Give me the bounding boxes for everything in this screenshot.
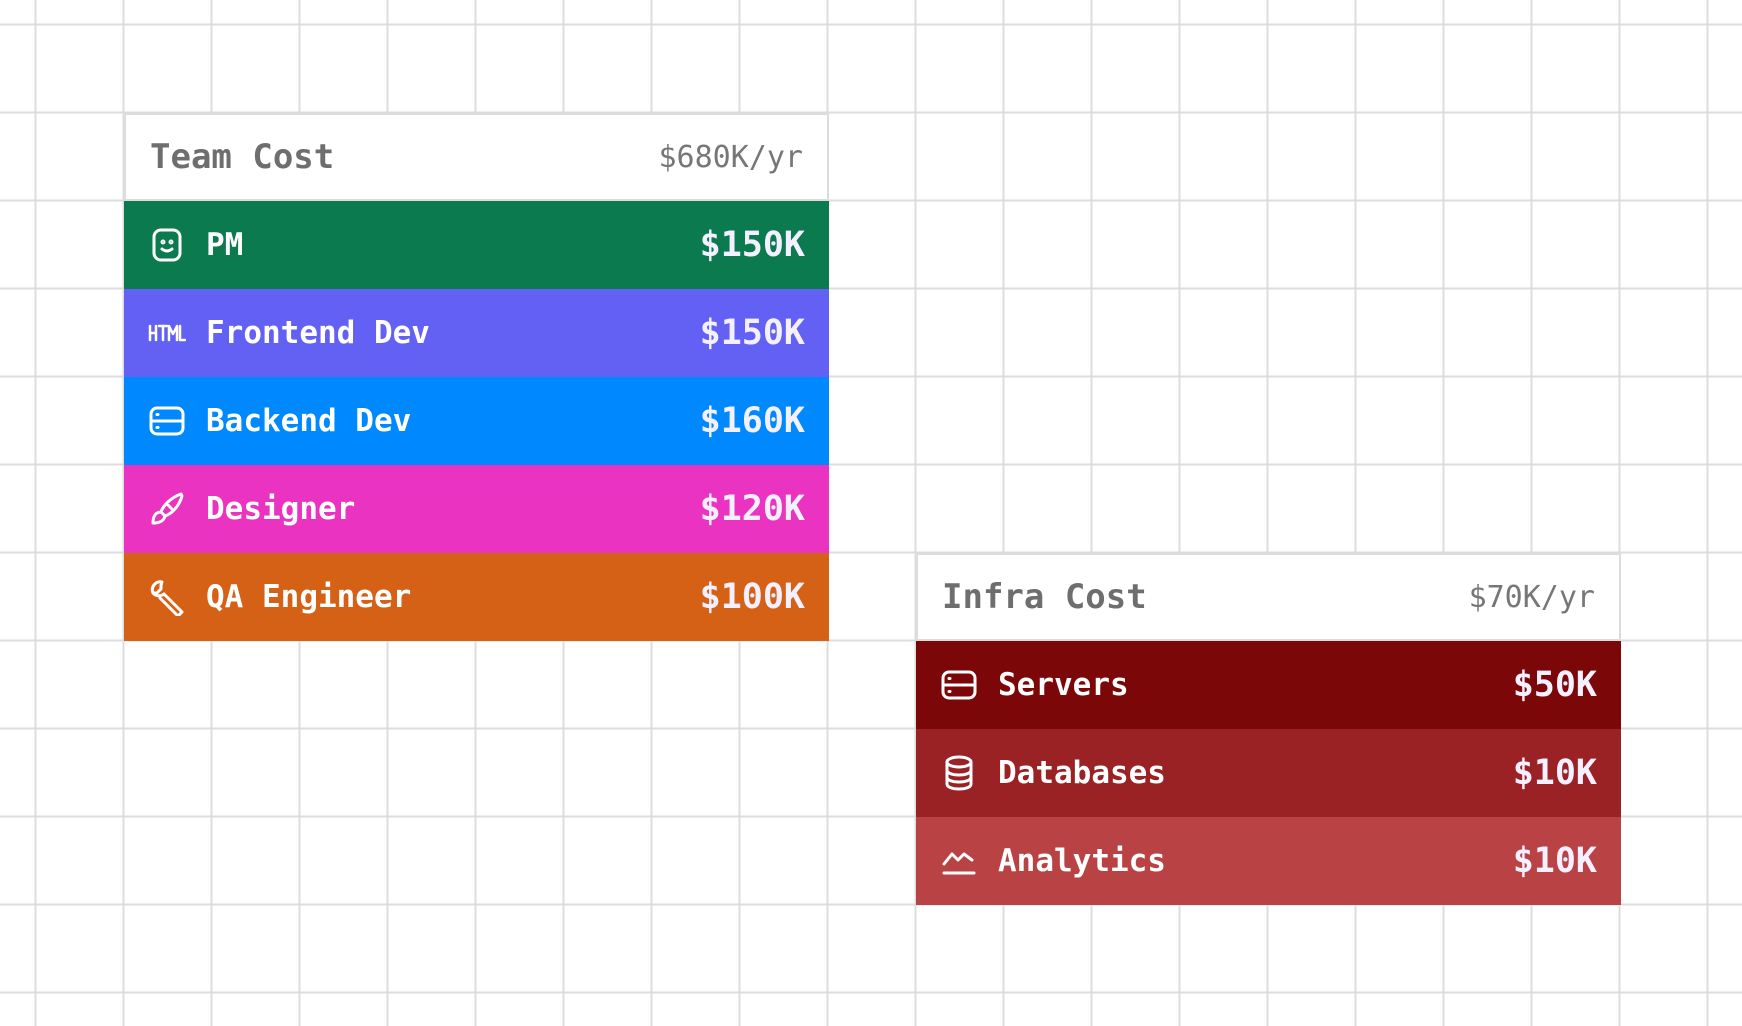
- row-label: Databases: [998, 755, 1166, 791]
- icon: [152, 228, 182, 262]
- card-total: $680K/yr: [658, 139, 804, 175]
- icon: [149, 406, 185, 436]
- row-amount: $150K: [699, 225, 805, 265]
- cost-row: QA Engineer $100K: [124, 553, 829, 641]
- row-label: Backend Dev: [206, 403, 412, 439]
- row-amount: $160K: [699, 401, 805, 441]
- row-label: QA Engineer: [206, 579, 412, 615]
- cost-row: Analytics $10K: [916, 817, 1621, 905]
- cost-row: Backend Dev $160K: [124, 377, 829, 465]
- row-amount: $10K: [1512, 841, 1597, 881]
- cost-row: PM $150K: [124, 201, 829, 289]
- row-amount: $100K: [699, 577, 805, 617]
- row-amount: $120K: [699, 489, 805, 529]
- card-title: Team Cost: [150, 137, 335, 177]
- icon: [942, 852, 976, 875]
- cost-row: Servers $50K: [916, 641, 1621, 729]
- card-header: Team Cost $680K/yr: [124, 113, 829, 201]
- card-total: $70K/yr: [1468, 579, 1595, 615]
- row-label: Designer: [206, 491, 356, 527]
- icon: [945, 755, 973, 791]
- row-label: Analytics: [998, 843, 1166, 879]
- row-amount: $150K: [699, 313, 805, 353]
- row-label: PM: [206, 227, 244, 263]
- team-card: Team Cost $680K/yr PM $150K Frontend Dev…: [124, 113, 829, 641]
- cost-row: Frontend Dev $150K: [124, 289, 829, 377]
- row-amount: $10K: [1512, 753, 1597, 793]
- icon: [151, 492, 184, 525]
- row-amount: $50K: [1512, 665, 1597, 705]
- icon: [150, 580, 184, 616]
- icon: [148, 324, 186, 342]
- infra-card: Infra Cost $70K/yr Servers $50K Database…: [916, 553, 1621, 905]
- card-title: Infra Cost: [942, 577, 1147, 617]
- row-label: Servers: [998, 667, 1129, 703]
- row-label: Frontend Dev: [206, 315, 430, 351]
- icon: [941, 670, 977, 700]
- card-header: Infra Cost $70K/yr: [916, 553, 1621, 641]
- cost-row: Databases $10K: [916, 729, 1621, 817]
- cost-row: Designer $120K: [124, 465, 829, 553]
